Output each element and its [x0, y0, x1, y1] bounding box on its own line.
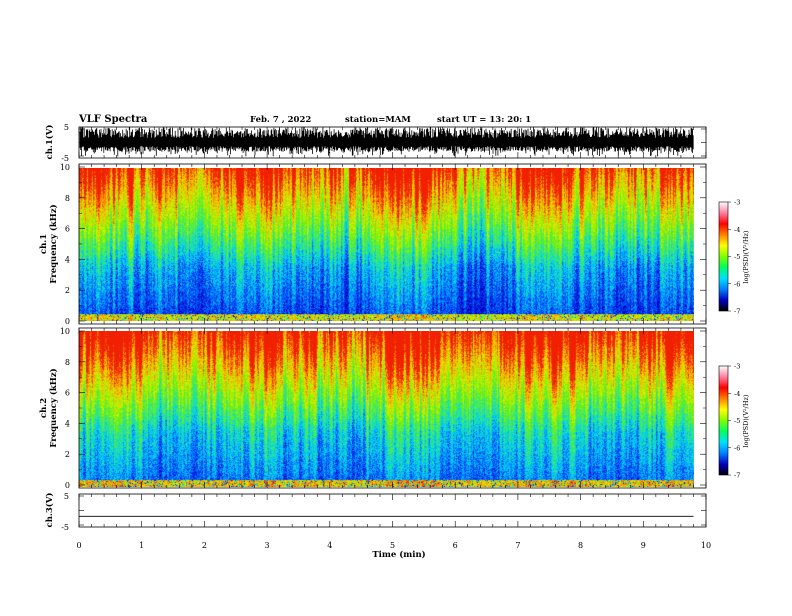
- x-axis-label: Time (min): [372, 549, 425, 560]
- ch1-spectrogram-xticks: [78, 164, 707, 324]
- ch1-spectrogram-yticks: 0 2 4 6 8 10: [60, 163, 706, 326]
- ch2-spectrogram-ytick-label: 10: [60, 327, 70, 336]
- ch1-spectrogram-ytick-label: 10: [60, 163, 70, 172]
- x-axis-tick-label: 2: [202, 541, 207, 550]
- x-axis-tick-label: 7: [515, 541, 520, 550]
- ch1-spectrogram-ytick-label: 0: [65, 317, 70, 326]
- x-axis-tick-label: 1: [139, 541, 144, 550]
- ch1-spectrogram-ytick-label: 8: [65, 194, 70, 203]
- ch1-spectrogram-ytick-label: 6: [65, 225, 70, 234]
- ch1-ytick-bottom: -5: [61, 154, 69, 163]
- x-axis-tick-label: 0: [76, 541, 81, 550]
- ch1-ytick-top: 5: [64, 123, 69, 132]
- ch1-colorbar: -3 -4 -5 -6 -7 log(PSD)(V²/Hz): [718, 199, 750, 316]
- ch2-colorbar-ticks: -3 -4 -5 -6 -7: [728, 363, 740, 480]
- ch2-spectrogram-ylabel-line2: Frequency (kHz): [48, 368, 59, 447]
- ch2-spectrogram-ytick-label: 8: [65, 358, 70, 367]
- ch1-waveform-panel: 5 -5 ch.1(V): [44, 123, 707, 163]
- start-ut-label: start UT = 13: 20: 1: [437, 115, 531, 125]
- ch2-spectrogram-yticks: 0 2 4 6 8 10: [60, 327, 706, 490]
- ch1-colorbar-bar: [718, 201, 729, 312]
- ch1-colorbar-tick-label: -5: [734, 253, 740, 261]
- ch1-colorbar-tick-label: -7: [734, 308, 740, 316]
- ch2-spectrogram-image: [79, 331, 694, 487]
- ch1-spectrogram-image: [79, 168, 694, 321]
- ch2-spectrogram-panel: 0 2 4 6 8 10 ch.2 Frequency (kHz): [39, 327, 707, 490]
- station-label: station=MAM: [345, 115, 411, 125]
- ch2-colorbar-label: log(PSD)(V²/Hz): [742, 394, 750, 447]
- ch2-spectrogram-ytick-label: 0: [65, 481, 70, 490]
- date-label: Feb. 7 , 2022: [250, 115, 311, 125]
- ch1-colorbar-tick-label: -6: [734, 280, 740, 288]
- ch1-spectrogram-ytick-label: 4: [65, 255, 70, 264]
- ch1-colorbar-label: log(PSD)(V²/Hz): [742, 230, 750, 283]
- ch1-colorbar-ticks: -3 -4 -5 -6 -7: [728, 199, 740, 316]
- ch1-waveform-line: [79, 127, 694, 157]
- ch3-waveform-panel: 5 -5 ch.3(V): [44, 492, 707, 532]
- x-axis-tick-label: 9: [641, 541, 646, 550]
- ch1-spectrogram-ytick-label: 2: [65, 286, 70, 295]
- ch1-spectrogram-panel: 0 2 4 6 8 10 ch.1 Frequency (kHz): [39, 163, 707, 326]
- ch2-spectrogram-ylabel-line1: ch.2: [39, 398, 49, 418]
- ch1-spectrogram-ylabel-line2: Frequency (kHz): [48, 204, 59, 283]
- x-axis-tick-label: 3: [265, 541, 270, 550]
- ch2-colorbar-tick-label: -7: [734, 472, 740, 480]
- ch2-spectrogram-xticks: [78, 328, 707, 488]
- ch1-colorbar-tick-label: -4: [734, 226, 740, 234]
- ch2-colorbar-tick-label: -4: [734, 390, 740, 398]
- x-axis-tick-label: 4: [327, 541, 332, 550]
- ch2-colorbar: -3 -4 -5 -6 -7 log(PSD)(V²/Hz): [718, 363, 750, 480]
- ch2-spectrogram-ytick-label: 4: [65, 419, 70, 428]
- ch1-ylabel: ch.1(V): [44, 125, 55, 160]
- ch1-waveform-ticks: [78, 127, 707, 158]
- ch3-ylabel: ch.3(V): [44, 493, 55, 528]
- ch2-colorbar-bar: [718, 365, 729, 476]
- figure-title: VLF Spectra: [78, 114, 148, 125]
- ch2-colorbar-tick-label: -6: [734, 444, 740, 452]
- x-axis-tick-label: 5: [390, 541, 395, 550]
- x-axis-tick-label: 6: [453, 541, 458, 550]
- x-axis-tick-labels: 0 1 2 3 4 5 6 7 8 9 10: [76, 541, 711, 550]
- x-axis-tick-label: 10: [701, 541, 711, 550]
- ch3-ytick-bottom: -5: [61, 523, 69, 532]
- ch2-spectrogram-ytick-label: 2: [65, 450, 70, 459]
- ch2-colorbar-tick-label: -5: [734, 417, 740, 425]
- ch1-colorbar-tick-label: -3: [734, 199, 740, 207]
- ch3-ytick-top: 5: [64, 492, 69, 501]
- ch2-colorbar-tick-label: -3: [734, 363, 740, 371]
- ch1-spectrogram-ylabel-line1: ch.1: [39, 234, 49, 254]
- ch2-spectrogram-ytick-label: 6: [65, 389, 70, 398]
- x-axis-tick-label: 8: [578, 541, 583, 550]
- ch3-waveform-ticks: [78, 494, 707, 527]
